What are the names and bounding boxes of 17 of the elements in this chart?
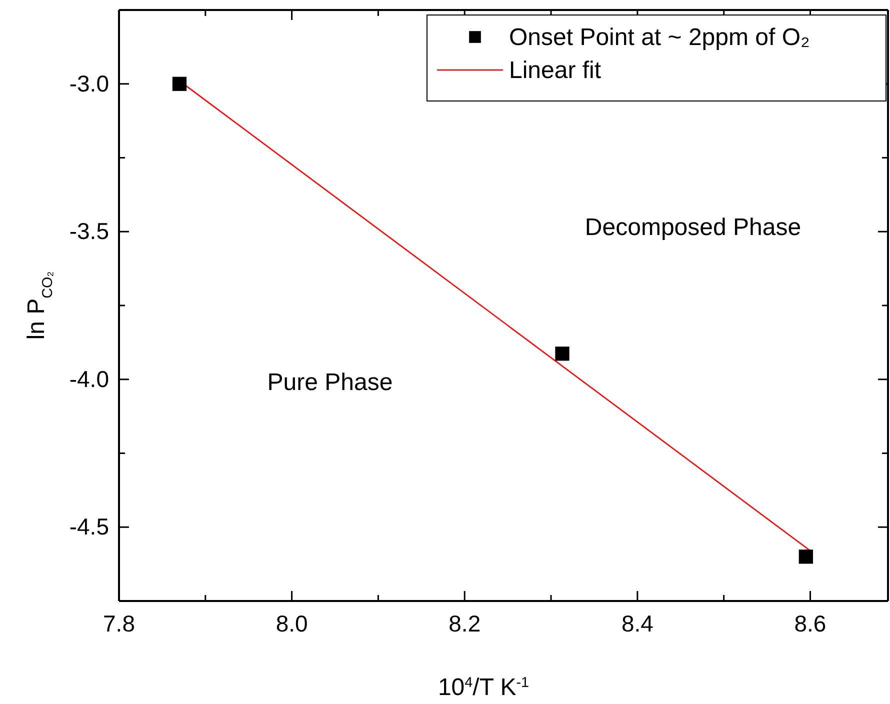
x-axis-title: 10$^{4}$/T K$^{-1}$ — [438, 674, 530, 701]
x-tick-label: 8.6 — [794, 610, 826, 636]
x-tick-label: 8.4 — [621, 610, 654, 636]
x-tick-label: 7.8 — [103, 610, 135, 636]
y-tick-label: -3.5 — [69, 218, 109, 244]
y-tick-label: -4.5 — [69, 513, 109, 540]
x-tick-label: 8.2 — [448, 610, 481, 636]
text: -3.0 — [69, 70, 109, 96]
point — [798, 550, 813, 564]
point — [555, 346, 570, 361]
legend-label: Linear fit — [509, 57, 602, 84]
text: 8.0 — [276, 610, 308, 636]
point — [172, 76, 187, 91]
text: -4.0 — [69, 366, 109, 392]
annotation: Pure Phase — [267, 369, 393, 396]
annotation: Decomposed Phase — [584, 214, 802, 241]
legend-label: Onset Point at ~ 2ppm of O₂ — [509, 24, 810, 51]
